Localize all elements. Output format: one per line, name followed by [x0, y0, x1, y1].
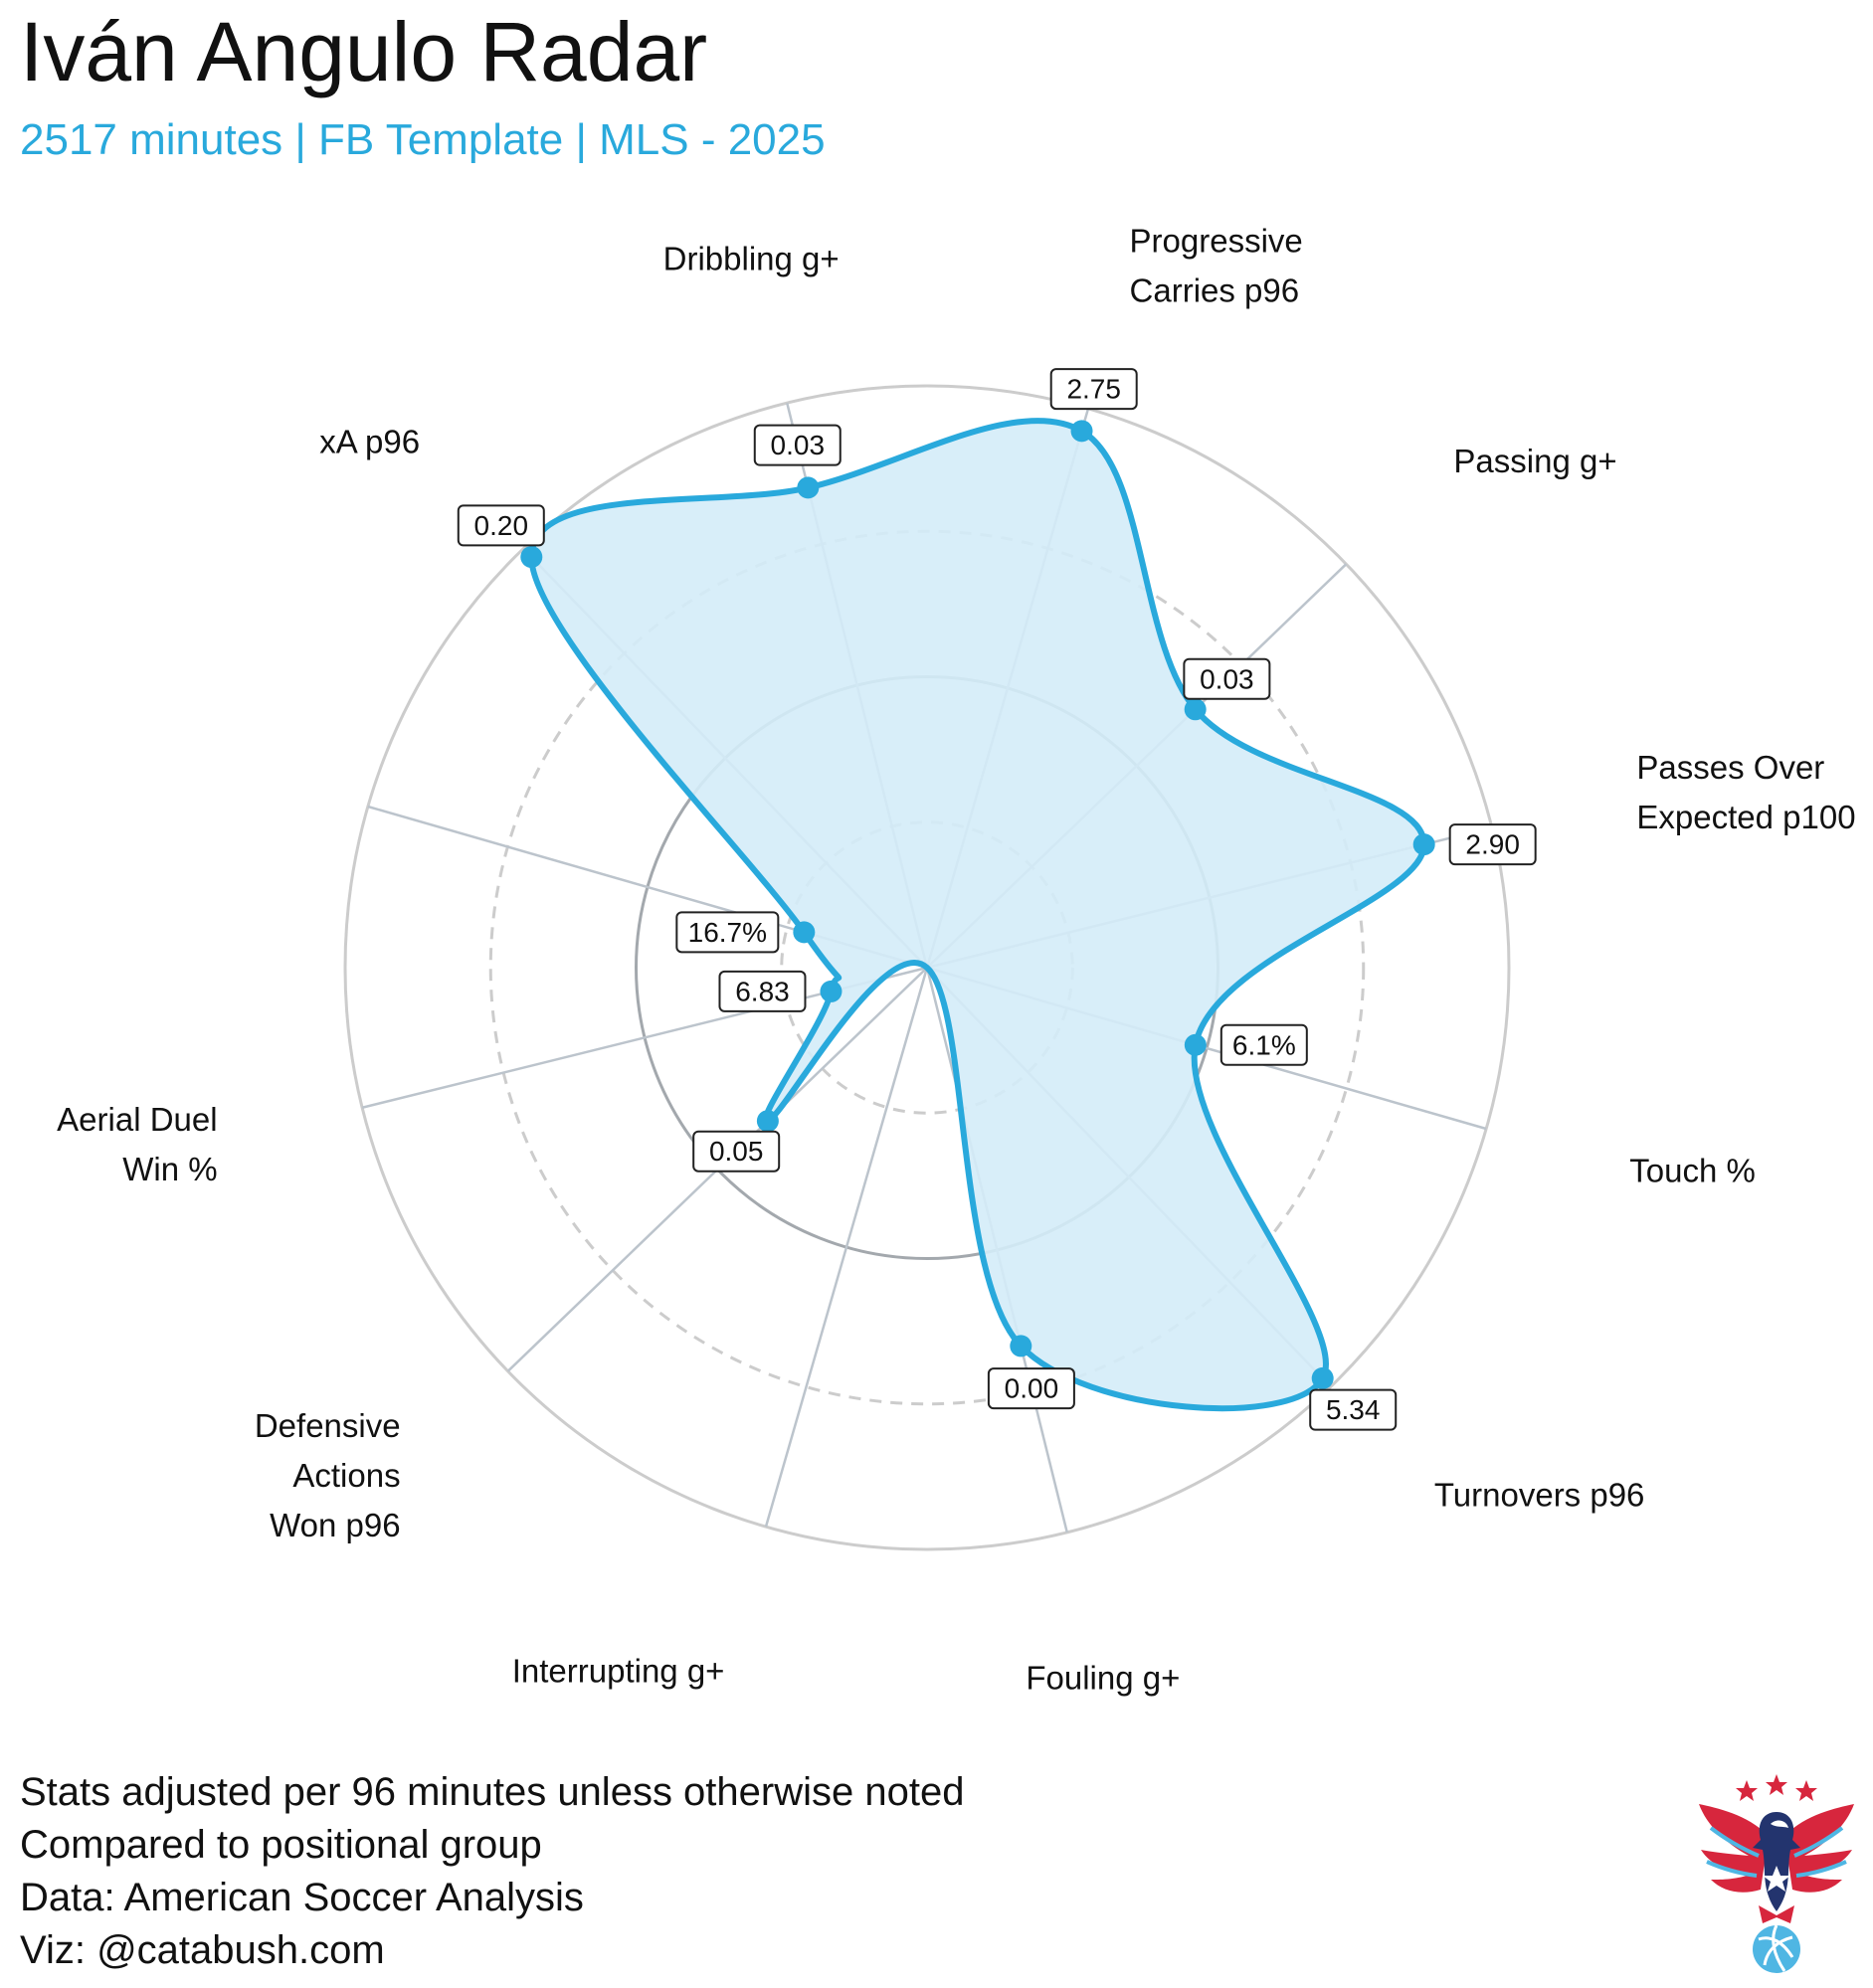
value-label-0: 0.03 — [755, 426, 841, 465]
axis-label-0: Dribbling g+ — [663, 240, 840, 276]
axis-label-line: Progressive — [1130, 222, 1303, 259]
value-label-2: 0.03 — [1184, 659, 1269, 699]
value-label-4: 6.1% — [1221, 1025, 1307, 1065]
value-label-text-10: 16.7% — [688, 917, 767, 948]
data-point-3 — [1413, 833, 1435, 855]
axis-label-4: Touch % — [1629, 1152, 1756, 1188]
value-label-text-1: 2.75 — [1066, 374, 1121, 405]
axis-label-line: Actions — [292, 1456, 400, 1493]
data-point-10 — [793, 921, 815, 943]
axis-label-line: Carries p96 — [1130, 271, 1300, 308]
value-label-text-6: 0.00 — [1005, 1373, 1059, 1404]
value-label-5: 5.34 — [1310, 1390, 1396, 1430]
axis-label-line: xA p96 — [319, 423, 420, 459]
axis-label-9: Aerial Duel Win % — [57, 1100, 217, 1186]
axis-label-7: Interrupting g+ — [512, 1652, 725, 1689]
value-label-text-9: 6.83 — [735, 976, 790, 1006]
radar-area — [531, 421, 1423, 1408]
axis-label-6: Fouling g+ — [1026, 1659, 1180, 1696]
axis-label-8: Defensive Actions Won p96 — [255, 1406, 401, 1542]
axis-label-line: Fouling g+ — [1026, 1659, 1180, 1696]
value-label-8: 0.05 — [693, 1132, 779, 1172]
axis-label-line: Win % — [122, 1150, 217, 1186]
axis-label-2: Passing g+ — [1453, 443, 1616, 479]
value-label-3: 2.90 — [1450, 824, 1536, 864]
data-point-1 — [1071, 420, 1093, 442]
footer-note-adjustment: Stats adjusted per 96 minutes unless oth… — [20, 1766, 964, 1819]
axis-label-line: Dribbling g+ — [663, 240, 840, 276]
axis-label-line: Touch % — [1629, 1152, 1756, 1188]
footer-note-viz-credit: Viz: @catabush.com — [20, 1924, 964, 1977]
axis-label-line: Passing g+ — [1453, 443, 1616, 479]
data-point-8 — [757, 1110, 779, 1132]
footer-notes: Stats adjusted per 96 minutes unless oth… — [20, 1766, 964, 1977]
axis-label-line: Expected p100 — [1636, 799, 1855, 835]
data-point-11 — [520, 546, 542, 568]
value-label-10: 16.7% — [676, 912, 778, 952]
data-point-0 — [797, 476, 819, 498]
value-label-text-4: 6.1% — [1232, 1029, 1296, 1060]
value-label-11: 0.20 — [459, 505, 544, 545]
spoke-7 — [766, 968, 927, 1527]
value-label-text-2: 0.03 — [1200, 663, 1254, 694]
data-point-4 — [1185, 1034, 1207, 1056]
axis-label-line: Interrupting g+ — [512, 1652, 725, 1689]
axis-label-5: Turnovers p96 — [1434, 1476, 1645, 1513]
axis-label-line: Turnovers p96 — [1434, 1476, 1645, 1513]
axis-label-11: xA p96 — [319, 423, 420, 459]
axis-label-1: Progressive Carries p96 — [1130, 222, 1303, 308]
value-label-1: 2.75 — [1051, 369, 1137, 409]
axis-label-line: Defensive — [255, 1406, 401, 1443]
value-label-text-8: 0.05 — [709, 1136, 764, 1167]
data-point-2 — [1185, 698, 1207, 720]
data-point-5 — [1312, 1367, 1334, 1389]
value-label-text-0: 0.03 — [771, 430, 826, 460]
data-point-6 — [1010, 1335, 1031, 1356]
footer-note-data-source: Data: American Soccer Analysis — [20, 1872, 964, 1924]
axis-label-3: Passes Over Expected p100 — [1636, 749, 1855, 835]
value-label-text-5: 5.34 — [1326, 1394, 1381, 1425]
eagle-soccer-ball-logo-icon — [1697, 1766, 1856, 1975]
axis-label-line: Aerial Duel — [57, 1100, 217, 1137]
value-label-9: 6.83 — [719, 972, 805, 1011]
radar-series-shape — [531, 421, 1423, 1408]
footer-note-comparison: Compared to positional group — [20, 1819, 964, 1872]
radar-chart: 0.03 2.75 0.03 2.90 6.1% 5.34 0.00 0.05 6.83 16.7… — [0, 0, 1873, 1711]
value-label-6: 0.00 — [989, 1368, 1074, 1408]
data-point-9 — [820, 981, 842, 1002]
value-label-text-3: 2.90 — [1465, 829, 1520, 860]
axis-label-line: Passes Over — [1636, 749, 1824, 786]
axis-label-line: Won p96 — [270, 1506, 400, 1542]
value-label-text-11: 0.20 — [474, 510, 529, 541]
